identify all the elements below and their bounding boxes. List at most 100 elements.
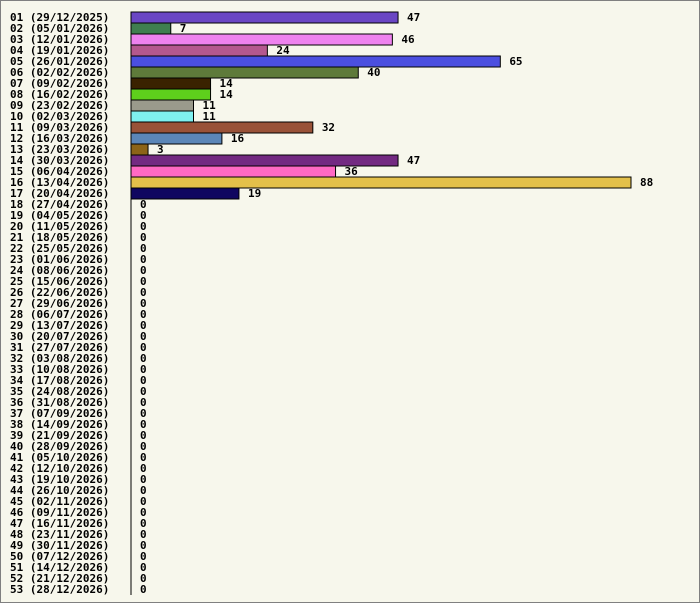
category-label: 28 (06/07/2026) (10, 308, 109, 321)
category-label: 39 (21/09/2026) (10, 429, 109, 442)
value-label: 11 (203, 99, 217, 112)
category-label: 37 (07/09/2026) (10, 407, 109, 420)
bar (130, 110, 194, 123)
value-label: 47 (407, 11, 420, 24)
category-label: 04 (19/01/2026) (10, 44, 109, 57)
value-label: 0 (140, 308, 147, 321)
category-label: 20 (11/05/2026) (10, 220, 109, 233)
category-label: 14 (30/03/2026) (10, 154, 109, 167)
bar (130, 187, 240, 200)
category-label: 27 (29/06/2026) (10, 297, 109, 310)
category-label: 01 (29/12/2025) (10, 11, 109, 24)
value-label: 0 (140, 539, 147, 552)
value-label: 0 (140, 341, 147, 354)
category-label: 29 (13/07/2026) (10, 319, 109, 332)
bar (130, 121, 314, 134)
value-label: 0 (140, 429, 147, 442)
category-label: 31 (27/07/2026) (10, 341, 109, 354)
category-label: 15 (06/04/2026) (10, 165, 109, 178)
bar (130, 165, 337, 178)
category-label: 49 (30/11/2026) (10, 539, 109, 552)
value-label: 0 (140, 517, 147, 530)
category-label: 19 (04/05/2026) (10, 209, 109, 222)
value-label: 0 (140, 385, 147, 398)
category-label: 51 (14/12/2026) (10, 561, 109, 574)
value-label: 0 (140, 352, 147, 365)
category-label: 48 (23/11/2026) (10, 528, 109, 541)
category-label: 35 (24/08/2026) (10, 385, 109, 398)
category-label: 46 (09/11/2026) (10, 506, 109, 519)
value-label: 0 (140, 286, 147, 299)
value-label: 0 (140, 572, 147, 585)
value-label: 0 (140, 495, 147, 508)
value-label: 0 (140, 462, 147, 475)
value-label: 0 (140, 231, 147, 244)
category-label: 40 (28/09/2026) (10, 440, 109, 453)
category-label: 08 (16/02/2026) (10, 88, 109, 101)
value-label: 32 (322, 121, 335, 134)
value-label: 46 (401, 33, 415, 46)
category-label: 06 (02/02/2026) (10, 66, 109, 79)
value-label: 0 (140, 506, 147, 519)
value-label: 19 (248, 187, 261, 200)
category-label: 30 (20/07/2026) (10, 330, 109, 343)
bar (130, 44, 268, 57)
bar (130, 176, 632, 189)
category-label: 02 (05/01/2026) (10, 22, 109, 35)
value-labels: 4774624654014141111321634736881900000000… (140, 11, 653, 596)
value-label: 0 (140, 198, 147, 211)
category-label: 13 (23/03/2026) (10, 143, 109, 156)
bar (130, 143, 149, 156)
category-label: 09 (23/02/2026) (10, 99, 109, 112)
bar (130, 77, 212, 90)
category-label: 17 (20/04/2026) (10, 187, 109, 200)
value-label: 0 (140, 220, 147, 233)
category-label: 45 (02/11/2026) (10, 495, 109, 508)
bar (130, 22, 172, 35)
value-label: 0 (140, 550, 147, 563)
value-label: 0 (140, 451, 147, 464)
category-label: 33 (10/08/2026) (10, 363, 109, 376)
category-labels: 01 (29/12/2025)02 (05/01/2026)03 (12/01/… (10, 11, 109, 596)
value-label: 0 (140, 484, 147, 497)
category-label: 32 (03/08/2026) (10, 352, 109, 365)
category-label: 10 (02/03/2026) (10, 110, 109, 123)
value-label: 0 (140, 319, 147, 332)
value-label: 0 (140, 473, 147, 486)
category-label: 12 (16/03/2026) (10, 132, 109, 145)
category-label: 16 (13/04/2026) (10, 176, 109, 189)
value-label: 65 (509, 55, 522, 68)
value-label: 0 (140, 275, 147, 288)
value-label: 88 (640, 176, 653, 189)
category-label: 05 (26/01/2026) (10, 55, 109, 68)
category-label: 38 (14/09/2026) (10, 418, 109, 431)
value-label: 47 (407, 154, 420, 167)
value-label: 11 (203, 110, 217, 123)
value-label: 0 (140, 528, 147, 541)
value-label: 7 (180, 22, 187, 35)
bar (130, 132, 223, 145)
category-label: 23 (01/06/2026) (10, 253, 109, 266)
bars (130, 11, 632, 200)
value-label: 14 (220, 88, 234, 101)
value-label: 0 (140, 561, 147, 574)
value-label: 0 (140, 407, 147, 420)
category-label: 52 (21/12/2026) (10, 572, 109, 585)
value-label: 24 (276, 44, 290, 57)
value-label: 0 (140, 418, 147, 431)
value-label: 0 (140, 363, 147, 376)
category-label: 24 (08/06/2026) (10, 264, 109, 277)
bar (130, 55, 501, 68)
value-label: 40 (367, 66, 380, 79)
value-label: 36 (345, 165, 359, 178)
category-label: 22 (25/05/2026) (10, 242, 109, 255)
value-label: 0 (140, 374, 147, 387)
bar (130, 99, 194, 112)
value-label: 14 (220, 77, 234, 90)
category-label: 41 (05/10/2026) (10, 451, 109, 464)
value-label: 0 (140, 330, 147, 343)
category-label: 07 (09/02/2026) (10, 77, 109, 90)
category-label: 11 (09/03/2026) (10, 121, 109, 134)
value-label: 0 (140, 396, 147, 409)
